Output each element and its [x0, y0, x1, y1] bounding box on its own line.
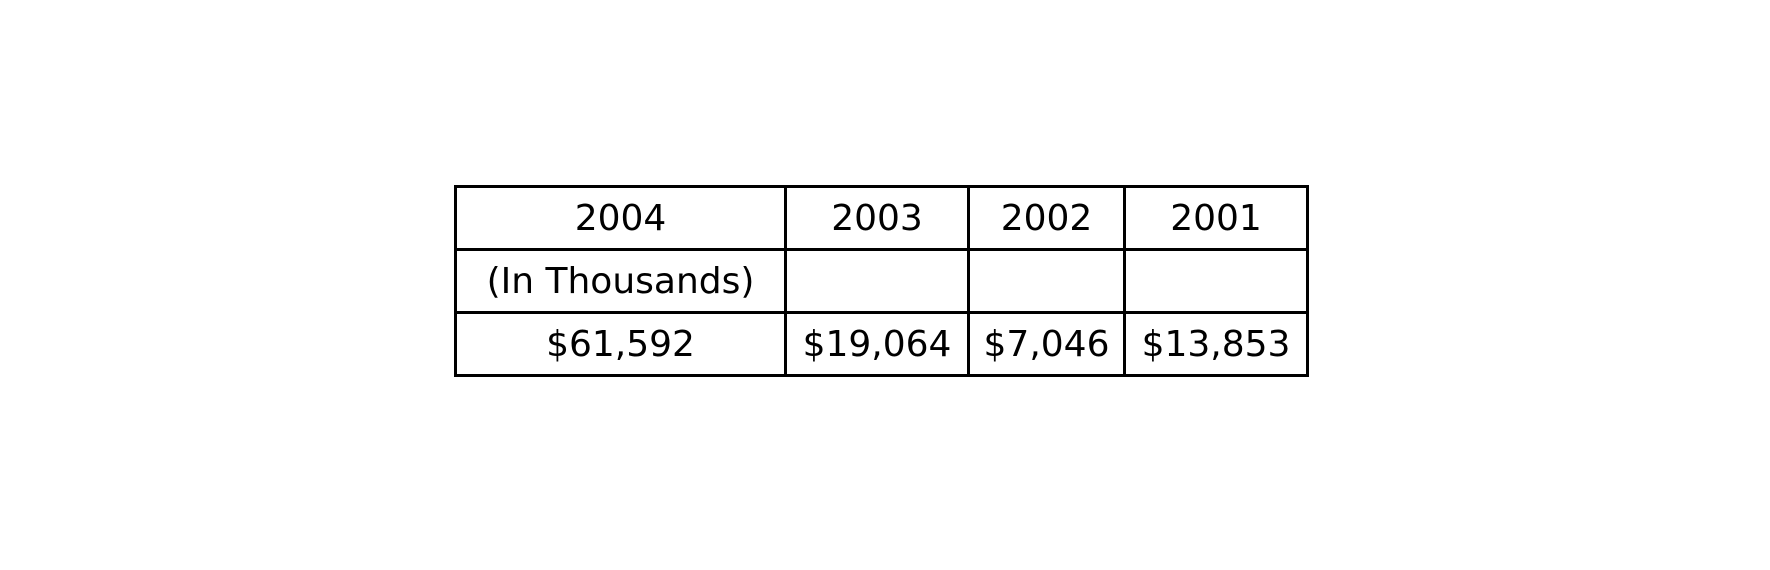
value-cell-2003: $19,064 — [784, 311, 970, 377]
value-cell-2004: $61,592 — [454, 311, 787, 377]
value-cell-2002: $7,046 — [967, 311, 1126, 377]
value-cell-2001: $13,853 — [1123, 311, 1309, 377]
empty-cell — [1123, 248, 1309, 314]
header-cell-2004: 2004 — [454, 185, 787, 251]
table-row: $61,592 $19,064 $7,046 $13,853 — [454, 311, 1309, 377]
empty-cell — [967, 248, 1126, 314]
header-cell-2003: 2003 — [784, 185, 970, 251]
header-row: 2004 2003 2002 2001 — [454, 185, 1309, 251]
header-cell-2002: 2002 — [967, 185, 1126, 251]
empty-cell — [784, 248, 970, 314]
header-cell-2001: 2001 — [1123, 185, 1309, 251]
table-row: (In Thousands) — [454, 248, 1309, 314]
data-table: 2004 2003 2002 2001 (In Thousands) $61,5… — [454, 185, 1309, 377]
unit-label-cell: (In Thousands) — [454, 248, 787, 314]
